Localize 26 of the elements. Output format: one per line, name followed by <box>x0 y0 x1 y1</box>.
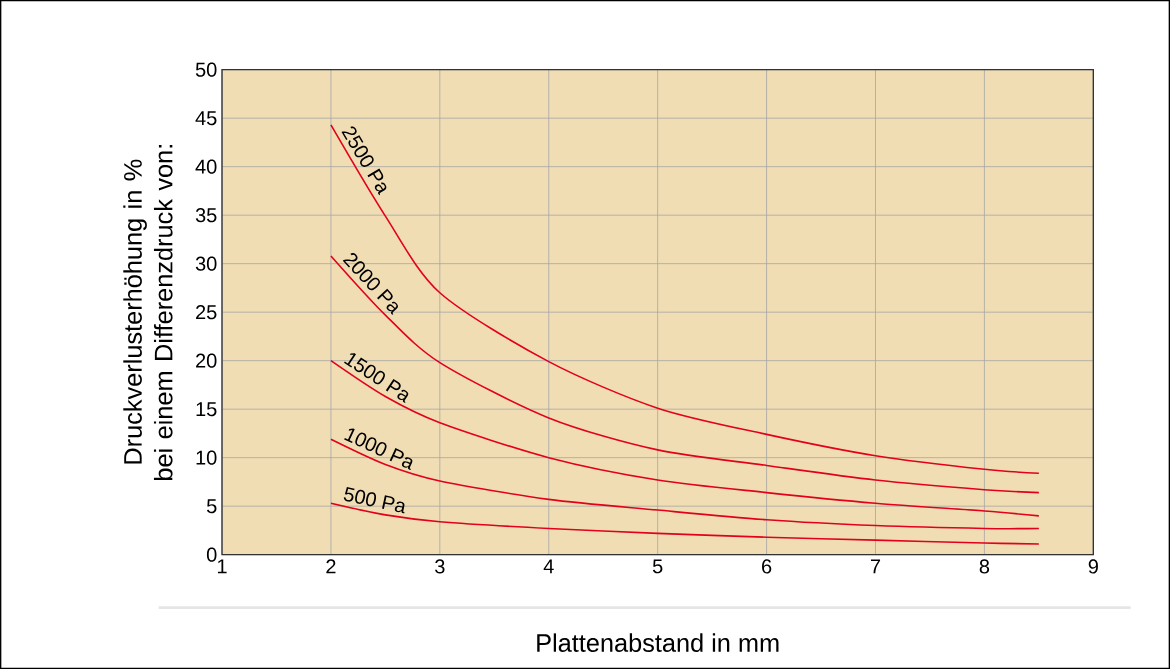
x-tick-label: 4 <box>543 559 554 574</box>
x-tick-label: 2 <box>326 559 336 574</box>
y-tick-label: 35 <box>195 208 217 223</box>
x-tick-label: 1 <box>217 559 227 574</box>
y-tick-label: 40 <box>195 159 217 174</box>
text: 1500 Pa <box>344 353 409 403</box>
y-tick-label: 10 <box>196 450 217 465</box>
y-tick-label: 20 <box>196 353 217 368</box>
x-tick-label: 7 <box>870 559 881 574</box>
line-series <box>330 124 1040 474</box>
x-tick-label: 5 <box>652 559 663 574</box>
y-tick-label: 25 <box>196 305 217 320</box>
y-axis-title: Druckverlusterhöhung in % bei einem Differenzdruck von: <box>123 145 173 480</box>
y-tick-label: 50 <box>195 62 217 77</box>
x-tick-label: 6 <box>762 559 772 574</box>
x-tick-label: 3 <box>435 559 445 574</box>
y-tick-label: 30 <box>195 256 217 271</box>
text: 1000 Pa <box>344 428 413 470</box>
x-tick-label: 9 <box>1088 559 1098 574</box>
y-tick-label: 0 <box>206 547 217 562</box>
y-tick-label: 45 <box>195 111 217 126</box>
x-axis-title: Plattenabstand in mm <box>537 633 779 652</box>
x-tick-label: 8 <box>979 559 990 574</box>
text: 500 Pa <box>343 487 405 514</box>
y-tick-label: 5 <box>206 499 217 514</box>
y-tick-label: 15 <box>196 402 217 417</box>
